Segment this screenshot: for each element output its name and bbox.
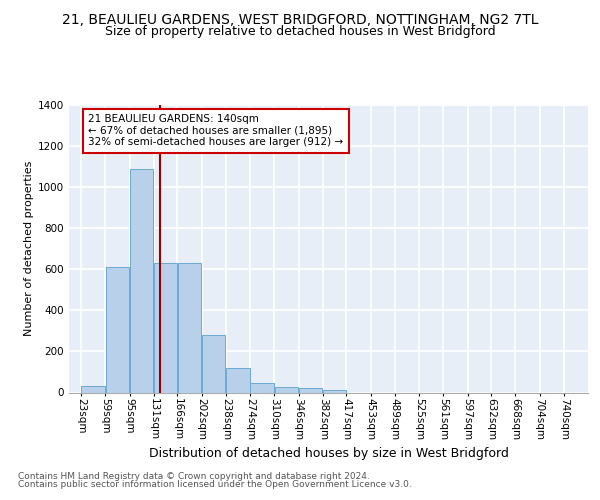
Bar — [250, 384, 274, 392]
Text: 21, BEAULIEU GARDENS, WEST BRIDGFORD, NOTTINGHAM, NG2 7TL: 21, BEAULIEU GARDENS, WEST BRIDGFORD, NO… — [62, 12, 538, 26]
Bar — [82, 386, 105, 392]
Text: Contains public sector information licensed under the Open Government Licence v3: Contains public sector information licen… — [18, 480, 412, 489]
Bar — [178, 263, 201, 392]
Y-axis label: Number of detached properties: Number of detached properties — [24, 161, 34, 336]
Bar — [202, 335, 226, 392]
Bar — [154, 263, 177, 392]
Text: Contains HM Land Registry data © Crown copyright and database right 2024.: Contains HM Land Registry data © Crown c… — [18, 472, 370, 481]
Bar — [106, 267, 129, 392]
Text: 21 BEAULIEU GARDENS: 140sqm
← 67% of detached houses are smaller (1,895)
32% of : 21 BEAULIEU GARDENS: 140sqm ← 67% of det… — [88, 114, 344, 148]
Bar — [226, 368, 250, 392]
Bar — [275, 388, 298, 392]
Text: Distribution of detached houses by size in West Bridgford: Distribution of detached houses by size … — [149, 448, 509, 460]
Bar — [323, 390, 346, 392]
Text: Size of property relative to detached houses in West Bridgford: Size of property relative to detached ho… — [104, 25, 496, 38]
Bar — [299, 388, 322, 392]
Bar — [130, 168, 154, 392]
